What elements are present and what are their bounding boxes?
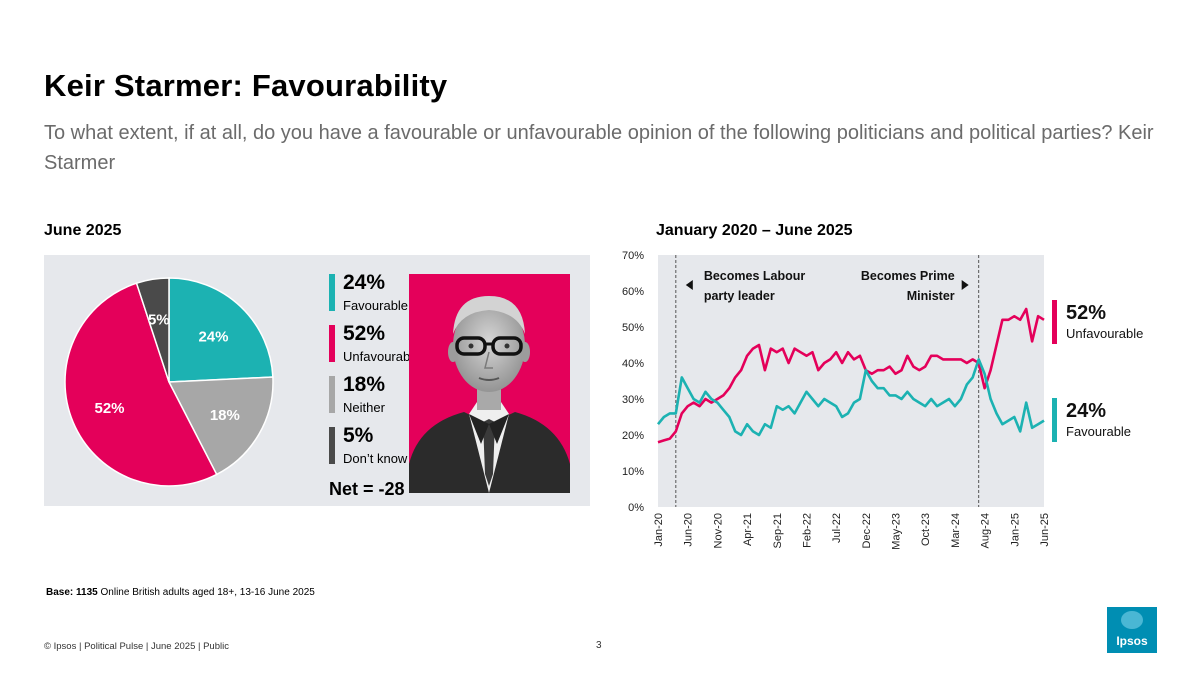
portrait-photo — [409, 274, 570, 493]
pie-label-unfavourable: 52% — [95, 400, 125, 417]
legend-neither-pct: 18% — [343, 373, 386, 396]
end-label-text-unfavourable: Unfavourable — [1066, 326, 1143, 341]
y-tick-label: 50% — [622, 322, 644, 334]
arrow-right-icon — [961, 280, 969, 290]
x-tick-label: Jan-20 — [653, 513, 665, 547]
x-tick-label: Jul-22 — [831, 513, 843, 543]
ipsos-logo: Ipsos — [1107, 607, 1157, 653]
y-tick-label: 20% — [622, 430, 644, 442]
ipsos-logo-text: Ipsos — [1116, 634, 1148, 648]
y-tick-label: 10% — [622, 466, 644, 478]
y-tick-label: 0% — [628, 502, 644, 514]
x-tick-label: Sep-21 — [772, 513, 784, 548]
legend-favourable-label: Favourable — [343, 298, 409, 313]
legend-unfavourable-label: Unfavourable — [343, 349, 421, 364]
pie-label-don-t-know: 5% — [148, 311, 170, 328]
line-plot-area — [658, 255, 1044, 507]
pie-slice-don-t-know — [135, 277, 170, 383]
x-tick-label: Apr-21 — [742, 513, 754, 546]
end-label-bar-unfavourable — [1052, 300, 1057, 344]
pie-label-neither: 18% — [210, 407, 240, 424]
end-label-pct-favourable: 24% — [1066, 400, 1106, 422]
base-count: 1135 — [76, 587, 98, 598]
legend-neither-label: Neither — [343, 400, 385, 415]
x-tick-label: Oct-23 — [920, 513, 932, 546]
legend-dont-know-label: Don’t know — [343, 451, 408, 466]
x-tick-label: Dec-22 — [861, 513, 873, 548]
series-line-unfavourable — [657, 307, 1045, 444]
pie-section-heading: June 2025 — [44, 222, 122, 239]
x-tick-label: Mar-24 — [950, 513, 962, 548]
legend-dont-know-pct: 5% — [343, 424, 374, 447]
ipsos-logo-mark-icon — [1121, 611, 1143, 629]
base-label: Base: — [46, 587, 74, 598]
y-tick-label: 40% — [622, 358, 644, 370]
page-title: Keir Starmer: Favourability — [44, 68, 448, 103]
annotation-pm-line1: Becomes Prime — [861, 269, 955, 283]
annotation-leader-line2: party leader — [704, 289, 775, 303]
end-label-text-favourable: Favourable — [1066, 424, 1131, 439]
pie-chart: 24% 18% 52% 5% — [64, 277, 274, 487]
pie-panel: 24% 18% 52% 5% 24% Favourable 52% Unfavoura… — [44, 255, 590, 506]
legend-favourable-pct: 24% — [343, 271, 386, 294]
pie-slice-neither — [167, 376, 274, 476]
y-tick-label: 60% — [622, 286, 644, 298]
x-tick-label: Aug-24 — [980, 513, 992, 548]
page-subtitle: To what extent, if at all, do you have a… — [44, 122, 1154, 174]
arrow-left-icon — [685, 280, 693, 290]
y-tick-label: 30% — [622, 394, 644, 406]
page-number: 3 — [596, 640, 602, 651]
base-note: Base: 1135 Online British adults aged 18… — [46, 587, 315, 598]
x-tick-label: May-23 — [891, 513, 903, 550]
legend-dont-know-swatch — [329, 427, 335, 464]
footer-copyright: © Ipsos | Political Pulse | June 2025 | … — [44, 641, 229, 652]
x-tick-label: Nov-20 — [712, 513, 724, 548]
pie-label-favourable: 24% — [198, 328, 228, 345]
y-tick-label: 70% — [622, 250, 644, 262]
legend-unfavourable-swatch — [329, 325, 335, 362]
x-tick-label: Jun-25 — [1039, 513, 1051, 547]
pie-slice-unfavourable — [64, 282, 218, 487]
line-chart: 0% 10% 20% 30% 40% 50% 60% 70% Jan-20 Jun-20 Nov-2… — [622, 250, 1143, 550]
annotation-pm-line2: Minister — [907, 289, 955, 303]
annotation-leader-line1: Becomes Labour — [704, 269, 806, 283]
legend-favourable-swatch — [329, 274, 335, 311]
legend-neither-swatch — [329, 376, 335, 413]
net-score: Net = -28 — [329, 479, 405, 499]
series-line-favourable — [656, 358, 1045, 437]
person-portrait-icon — [409, 296, 570, 493]
end-label-pct-unfavourable: 52% — [1066, 302, 1106, 324]
x-tick-label: Jan-25 — [1009, 513, 1021, 547]
line-section-heading: January 2020 – June 2025 — [656, 222, 853, 239]
x-tick-label: Jun-20 — [683, 513, 695, 547]
base-description: Online British adults aged 18+, 13-16 Ju… — [100, 587, 315, 598]
legend-unfavourable-pct: 52% — [343, 322, 386, 345]
pie-slice-favourable — [168, 277, 274, 383]
x-tick-label: Feb-22 — [801, 513, 813, 548]
end-label-bar-favourable — [1052, 398, 1057, 442]
